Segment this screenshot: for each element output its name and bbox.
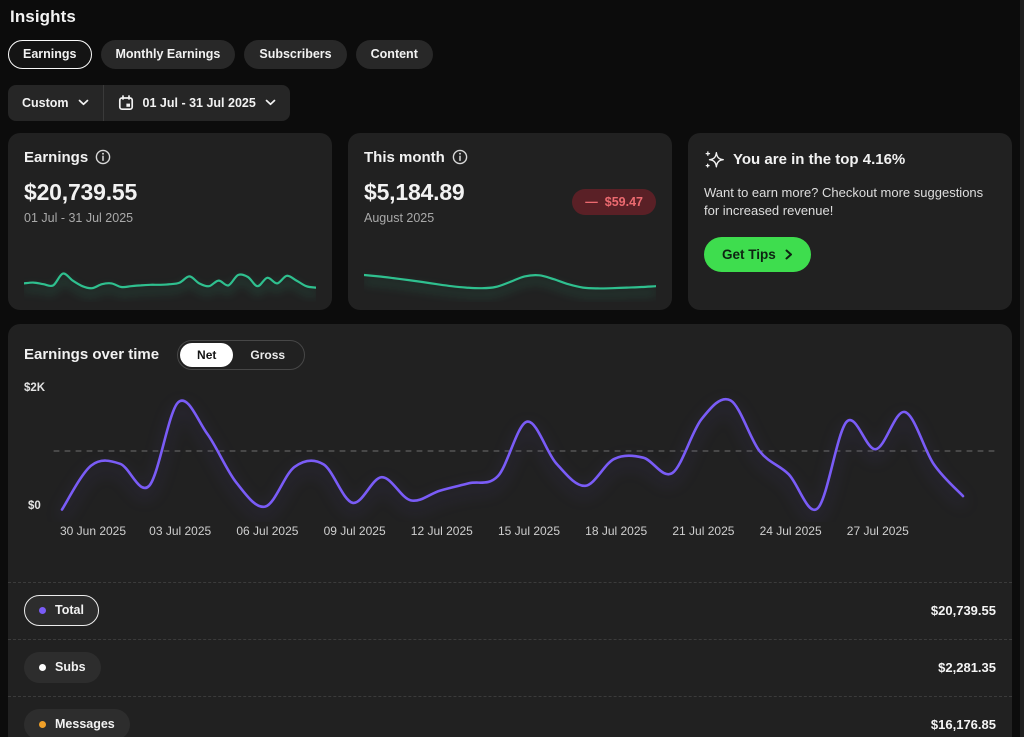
date-range-value: 01 Jul - 31 Jul 2025 <box>143 96 256 110</box>
legend-value-messages: $16,176.85 <box>931 717 996 732</box>
legend-pill-messages[interactable]: Messages <box>24 709 130 737</box>
x-tick-label: 09 Jul 2025 <box>324 524 386 538</box>
x-axis-labels: 30 Jun 2025 03 Jul 2025 06 Jul 2025 09 Jul … <box>8 524 1012 544</box>
toggle-net[interactable]: Net <box>180 343 233 367</box>
date-filter-bar: Custom 01 Jul - 31 Jul 2025 <box>8 85 290 121</box>
change-amount: $59.47 <box>605 195 643 209</box>
toggle-gross[interactable]: Gross <box>233 343 302 367</box>
legend-row-messages: Messages $16,176.85 <box>8 696 1012 737</box>
series-legend-rows: Total $20,739.55 Subs $2,281.35 Messages… <box>8 582 1012 737</box>
tips-body-text: Want to earn more? Checkout more suggest… <box>704 184 996 222</box>
this-month-card-title: This month <box>364 149 445 166</box>
calendar-icon <box>118 95 134 111</box>
earnings-value: $20,739.55 <box>24 179 316 206</box>
date-range-dropdown[interactable]: 01 Jul - 31 Jul 2025 <box>104 85 290 121</box>
legend-label-subs: Subs <box>55 661 86 674</box>
tab-content[interactable]: Content <box>356 40 433 69</box>
legend-label-total: Total <box>55 604 84 617</box>
tab-subscribers[interactable]: Subscribers <box>244 40 346 69</box>
legend-value-total: $20,739.55 <box>931 603 996 618</box>
chevron-down-icon <box>78 99 89 106</box>
this-month-sparkline <box>364 252 656 302</box>
tab-monthly-earnings[interactable]: Monthly Earnings <box>101 40 236 69</box>
legend-row-subs: Subs $2,281.35 <box>8 639 1012 696</box>
x-tick-label: 24 Jul 2025 <box>760 524 822 538</box>
x-tick-label: 27 Jul 2025 <box>847 524 909 538</box>
earnings-sparkline <box>24 252 316 302</box>
this-month-card: This month $5,184.89 August 2025 — $59.4… <box>348 133 672 310</box>
x-tick-label: 18 Jul 2025 <box>585 524 647 538</box>
get-tips-label: Get Tips <box>722 247 776 262</box>
chevron-right-icon <box>785 249 793 260</box>
earnings-card-title: Earnings <box>24 149 88 166</box>
earnings-period: 01 Jul - 31 Jul 2025 <box>24 211 316 225</box>
chart-title: Earnings over time <box>24 346 159 363</box>
minus-icon: — <box>585 195 598 209</box>
legend-row-total: Total $20,739.55 <box>8 582 1012 639</box>
chevron-down-icon <box>265 99 276 106</box>
x-tick-label: 03 Jul 2025 <box>149 524 211 538</box>
earnings-line-chart: $2K $0 30 Jun 202503 Jul 202506 Jul 2025… <box>8 372 1012 548</box>
page-title: Insights <box>8 0 1012 27</box>
legend-label-messages: Messages <box>55 718 115 731</box>
x-tick-label: 21 Jul 2025 <box>672 524 734 538</box>
total-dot-icon <box>39 607 46 614</box>
legend-value-subs: $2,281.35 <box>938 660 996 675</box>
negative-change-badge: — $59.47 <box>572 189 656 215</box>
range-type-dropdown[interactable]: Custom <box>8 85 103 121</box>
subs-dot-icon <box>39 664 46 671</box>
insights-page: Insights Earnings Monthly Earnings Subsc… <box>8 0 1012 737</box>
x-tick-label: 06 Jul 2025 <box>236 524 298 538</box>
stat-cards-row: Earnings $20,739.55 01 Jul - 31 Jul 2025… <box>8 133 1012 310</box>
x-tick-label: 15 Jul 2025 <box>498 524 560 538</box>
legend-pill-total[interactable]: Total <box>24 595 99 626</box>
info-icon[interactable] <box>452 149 468 165</box>
top-percent-title: You are in the top 4.16% <box>733 151 905 168</box>
sparkle-icon <box>704 149 726 171</box>
earnings-line-svg <box>8 372 1012 522</box>
tab-earnings[interactable]: Earnings <box>8 40 92 69</box>
legend-pill-subs[interactable]: Subs <box>24 652 101 683</box>
get-tips-button[interactable]: Get Tips <box>704 237 811 272</box>
range-type-value: Custom <box>22 96 69 110</box>
x-tick-label: 12 Jul 2025 <box>411 524 473 538</box>
net-gross-toggle: Net Gross <box>177 340 305 370</box>
insights-tabs: Earnings Monthly Earnings Subscribers Co… <box>8 40 1012 69</box>
info-icon[interactable] <box>95 149 111 165</box>
scrollbar-gutter[interactable] <box>1020 0 1024 737</box>
earnings-over-time-card: Earnings over time Net Gross $2K $0 30 J… <box>8 324 1012 737</box>
earnings-card: Earnings $20,739.55 01 Jul - 31 Jul 2025 <box>8 133 332 310</box>
x-tick-label: 30 Jun 2025 <box>60 524 126 538</box>
messages-dot-icon <box>39 721 46 728</box>
top-percent-card: You are in the top 4.16% Want to earn mo… <box>688 133 1012 310</box>
